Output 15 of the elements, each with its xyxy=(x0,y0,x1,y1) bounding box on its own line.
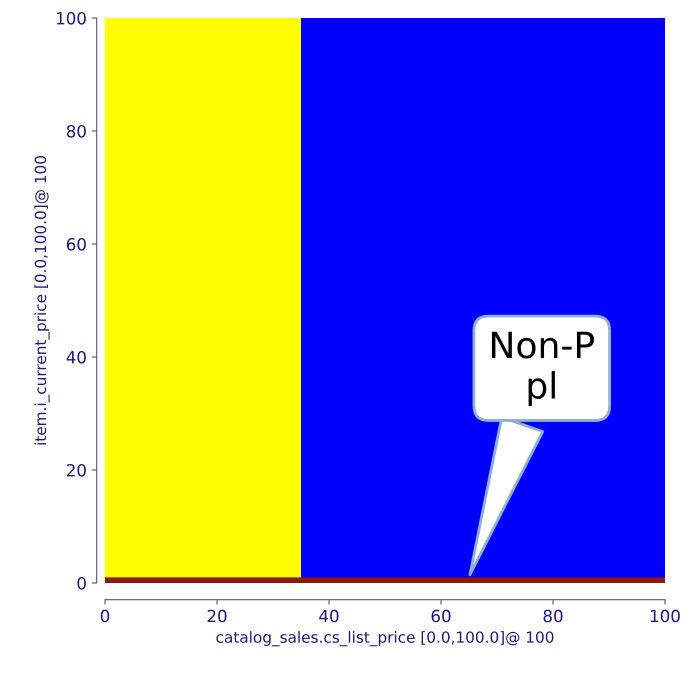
x-tick-label: 40 xyxy=(319,610,338,622)
y-tick-label: 100 xyxy=(56,12,86,25)
x-tick-label: 80 xyxy=(544,610,562,622)
y-tick-label: 0 xyxy=(77,576,86,590)
x-tick-label: 20 xyxy=(208,610,226,622)
y-tick-label: 40 xyxy=(66,350,86,364)
y-axis-title: item.i_current_price [0.0,100.0]@ 100 xyxy=(34,156,50,445)
x-tick-label: 60 xyxy=(432,610,450,622)
x-axis-title: catalog_sales.cs_list_price [0.0,100.0]@ 100 xyxy=(216,631,554,646)
y-tick-label: 20 xyxy=(66,464,86,477)
y-tick-label: 60 xyxy=(66,238,86,251)
annotation: Non-P pl xyxy=(492,332,594,406)
x-tick-label: 100 xyxy=(650,610,680,622)
y-tick-label: 80 xyxy=(66,124,86,138)
x-tick-label: 0 xyxy=(100,610,110,622)
